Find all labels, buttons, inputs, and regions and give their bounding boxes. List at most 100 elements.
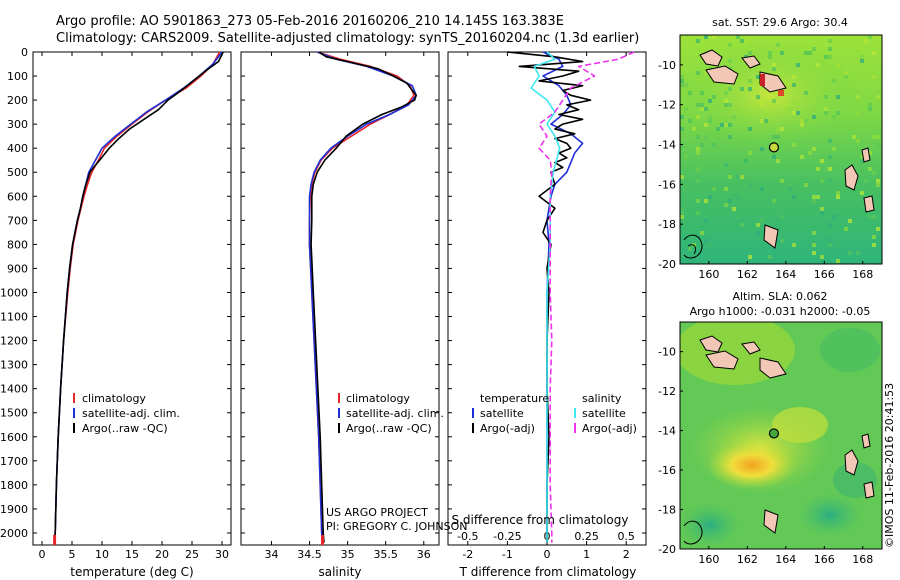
x-tick-label: 15 [125, 548, 139, 561]
sst-pixel [800, 155, 804, 159]
sst-pixel [776, 127, 780, 131]
sst-pixel [792, 143, 796, 147]
x-tick-label: 0 [544, 548, 551, 561]
sst-pixel [680, 207, 684, 211]
sst-pixel [704, 71, 708, 75]
sst-pixel [836, 243, 840, 247]
sst-pixel [724, 99, 728, 103]
island [763, 509, 779, 534]
sst-pixel [812, 199, 816, 203]
sst-pixel [728, 175, 732, 179]
sst-pixel [680, 83, 684, 87]
imos-credit: ©IMOS 11-Feb-2016 20:41:53 [883, 383, 896, 548]
sst-pixel [872, 135, 876, 139]
sst-pixel [860, 159, 864, 163]
sst-pixel [704, 219, 708, 223]
island [741, 55, 761, 69]
sst-pixel [760, 219, 764, 223]
map-y-tick-label: -12 [658, 99, 676, 112]
sst-pixel [744, 159, 748, 163]
depth-tick-label: 0 [21, 46, 28, 59]
sst-pixel [700, 231, 704, 235]
sst-pixel [728, 43, 732, 47]
sst-pixel [680, 211, 684, 215]
island [863, 481, 875, 499]
sst-pixel [868, 35, 872, 39]
sst-pixel [876, 135, 880, 139]
sst-pixel [808, 151, 812, 155]
sst-pixel [828, 139, 832, 143]
sst-pixel [844, 71, 848, 75]
depth-tick-label: 1200 [0, 335, 28, 348]
depth-tick-label: 1900 [0, 503, 28, 516]
sst-pixel [836, 195, 840, 199]
sst-pixel [852, 83, 856, 87]
sst-pixel [696, 47, 700, 51]
sst-pixel [776, 135, 780, 139]
map-x-tick-label: 160 [698, 268, 719, 281]
sst-pixel [716, 127, 720, 131]
sst-pixel [772, 135, 776, 139]
sst-pixel [688, 119, 692, 123]
sst-pixel [804, 51, 808, 55]
sst-pixel [860, 171, 864, 175]
x-tick-label: 30 [215, 548, 229, 561]
depth-tick-label: 800 [7, 238, 28, 251]
sst-pixel [684, 155, 688, 159]
sst-pixel [792, 99, 796, 103]
legend-label-argo: Argo(..raw -QC) [82, 422, 168, 435]
sst-pixel [704, 135, 708, 139]
x-tick-label: 34 [264, 548, 278, 561]
sst-pixel [860, 55, 864, 59]
map-y-tick-label: -14 [658, 139, 676, 152]
island [699, 49, 723, 67]
sst-pixel [856, 251, 860, 255]
sla-patch [772, 407, 828, 443]
map-x-tick-label: 160 [698, 553, 719, 566]
map-x-tick-label: 164 [775, 268, 796, 281]
depth-tick-label: 1000 [0, 286, 28, 299]
island [863, 195, 875, 213]
sst-pixel [824, 95, 828, 99]
sst-hot-pixel [778, 90, 784, 96]
sst-pixel [876, 143, 880, 147]
sst-pixel [812, 251, 816, 255]
sst-pixel [776, 159, 780, 163]
sst-pixel [820, 255, 824, 259]
sst-pixel [776, 47, 780, 51]
depth-tick-label: 1100 [0, 311, 28, 324]
sst-pixel [848, 219, 852, 223]
map-x-tick-label: 168 [852, 268, 873, 281]
sst-pixel [788, 183, 792, 187]
series-line-climatology [53, 51, 221, 543]
sst-pixel [876, 35, 880, 39]
sst-pixel [732, 115, 736, 119]
difference-profiles [507, 51, 635, 543]
sst-pixel [788, 107, 792, 111]
s-tick-label: -0.25 [493, 530, 521, 543]
sst-pixel [872, 171, 876, 175]
sst-pixel [680, 215, 684, 219]
sst-pixel [696, 135, 700, 139]
depth-tick-label: 200 [7, 94, 28, 107]
depth-tick-label: 300 [7, 118, 28, 131]
legend-label-argo: Argo(..raw -QC) [346, 422, 432, 435]
s-tick-label: 0.5 [617, 530, 635, 543]
sst-pixel [728, 59, 732, 63]
salinity-panel [240, 51, 440, 546]
sst-pixel [692, 127, 696, 131]
sst-pixel [760, 99, 764, 103]
island [759, 357, 787, 379]
sst-pixel [816, 63, 820, 67]
depth-tick-label: 700 [7, 214, 28, 227]
depth-tick-label: 1500 [0, 407, 28, 420]
argo-location-marker [768, 428, 780, 439]
sst-pixel [744, 39, 748, 43]
bathymetry-contour [683, 234, 703, 259]
sst-pixel [852, 135, 856, 139]
sst-pixel [772, 151, 776, 155]
sst-pixel [812, 99, 816, 103]
temperature-panel [32, 51, 232, 546]
series-line-argo-raw-qc- [53, 51, 224, 543]
sst-pixel [724, 123, 728, 127]
